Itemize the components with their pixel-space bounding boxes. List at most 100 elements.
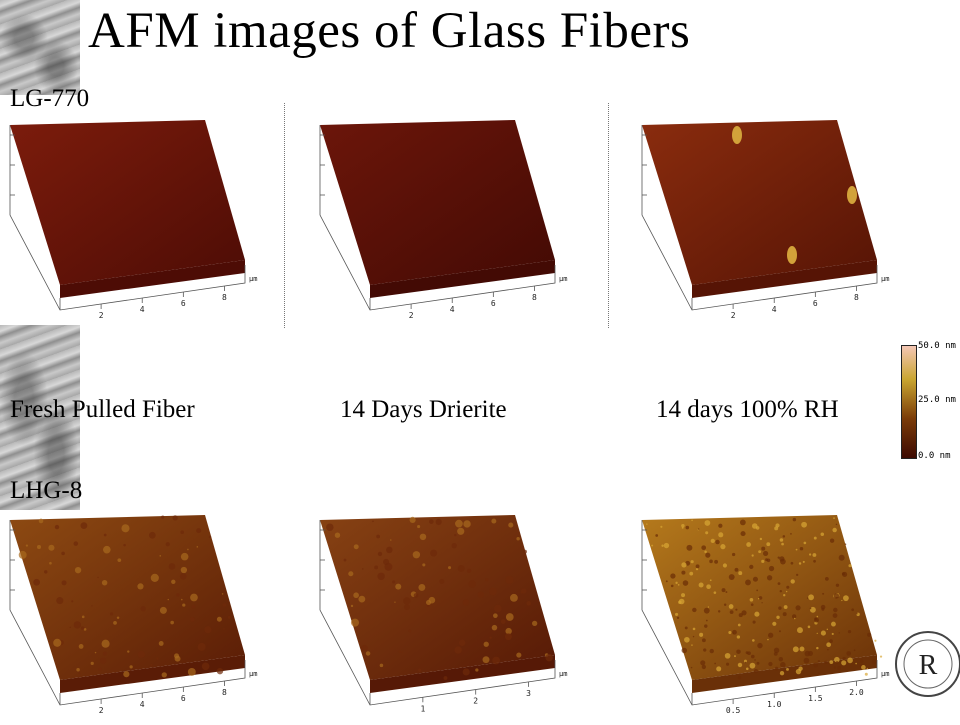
afm-surface-grain (466, 568, 472, 574)
afm-surface-grain (516, 536, 520, 541)
afm-surface-grain (835, 661, 839, 664)
afm-surface-grain (715, 539, 720, 545)
afm-surface-grain (684, 636, 690, 643)
afm-surface-peak (847, 186, 857, 204)
afm-surface-grain (48, 544, 55, 551)
afm-surface-grain (750, 603, 754, 607)
afm-surface-grain (655, 534, 659, 537)
afm-surface-grain (737, 675, 742, 680)
afm-surface-grain (521, 588, 527, 594)
afm-surface-grain (159, 555, 162, 557)
afm-surface-grain (477, 591, 484, 598)
afm-surface-grain (774, 666, 779, 671)
afm-surface-grain (116, 616, 120, 620)
afm-surface-grain (156, 657, 159, 660)
afm-surface (320, 120, 555, 285)
afm-surface-grain (773, 652, 778, 656)
afm-surface-grain (491, 518, 497, 524)
afm-surface-grain (817, 660, 821, 663)
afm-surface-grain (705, 619, 708, 622)
afm-surface-grain (848, 564, 852, 568)
afm-surface-grain (413, 593, 419, 598)
afm-image-lg770-rh: 2 4 6 8 μm (637, 105, 912, 320)
afm-surface-grain (778, 630, 781, 633)
afm-surface-grain (181, 598, 183, 601)
afm-surface-grain (847, 657, 853, 664)
afm-surface-grain (98, 667, 102, 671)
afm-surface-grain (216, 667, 224, 675)
afm-surface-grain (489, 587, 497, 596)
afm-surface-grain (768, 632, 774, 638)
afm-surface-grain (56, 597, 64, 605)
afm-side-wall (370, 655, 555, 693)
afm-surface-grain (795, 605, 801, 611)
afm-surface-grain (766, 558, 771, 563)
afm-surface-grain (701, 664, 707, 670)
afm-surface-grain (734, 655, 736, 658)
afm-surface-grain (103, 533, 107, 537)
afm-surface-grain (73, 621, 82, 629)
afm-side-wall (60, 655, 245, 693)
afm-surface-grain (745, 651, 749, 655)
afm-surface-grain (833, 666, 836, 669)
afm-surface-grain (752, 620, 756, 624)
afm-surface-grain (698, 582, 704, 588)
afm-surface-grain (526, 601, 531, 606)
afm-surface-grain (376, 534, 381, 539)
afm-surface-grain (798, 666, 803, 671)
afm-surface-grain (723, 603, 727, 606)
afm-surface-grain (463, 520, 471, 528)
afm-surface-grain (783, 594, 786, 597)
afm-surface-grain (779, 556, 785, 562)
afm-axis-unit: μm (249, 275, 257, 283)
afm-surface-grain (851, 608, 855, 612)
seal-letter: R (919, 650, 938, 681)
afm-surface-grain (809, 606, 816, 613)
afm-surface-grain (866, 667, 869, 670)
afm-surface-grain (379, 663, 384, 668)
afm-surface-grain (773, 647, 780, 654)
afm-surface-grain (843, 595, 849, 602)
afm-surface-grain (435, 518, 442, 526)
afm-surface-grain (728, 604, 734, 609)
afm-surface-grain (745, 579, 751, 586)
afm-surface-grain (816, 646, 819, 650)
afm-surface-grain (81, 615, 85, 619)
afm-surface-grain (781, 542, 784, 546)
afm-surface-grain (158, 641, 164, 646)
afm-surface-grain (689, 571, 694, 576)
afm-surface-grain (392, 580, 396, 584)
afm-surface-grain (395, 583, 402, 590)
afm-surface-grain (695, 567, 699, 571)
caption-14-days-drierite: 14 Days Drierite (340, 396, 507, 423)
afm-surface-grain (457, 564, 465, 572)
afm-surface-grain (699, 632, 704, 637)
afm-surface-grain (227, 615, 231, 619)
afm-surface-grain (802, 560, 805, 563)
afm-surface-grain (766, 575, 773, 581)
afm-surface-grain (758, 596, 763, 600)
afm-surface-grain (704, 624, 708, 628)
afm-surface-grain (500, 619, 506, 624)
afm-surface-grain (182, 603, 186, 607)
afm-surface-grain (660, 525, 663, 528)
afm-surface-grain (821, 607, 825, 611)
afm-image-lg770-drierite: 2 4 6 8 μm (315, 105, 590, 320)
afm-surface-grain (691, 519, 693, 522)
afm-surface-grain (137, 650, 145, 658)
afm-surface-grain (750, 654, 755, 659)
afm-surface-grain (180, 566, 188, 574)
afm-surface-grain (455, 519, 463, 528)
afm-surface-grain (700, 660, 706, 666)
afm-surface-grain (717, 610, 721, 613)
afm-surface-grain (485, 578, 489, 582)
afm-surface-grain (348, 571, 354, 577)
afm-x-tick-label: 2 (99, 706, 104, 715)
afm-surface-grain (833, 607, 838, 613)
afm-surface-grain (761, 602, 763, 604)
afm-surface-grain (686, 544, 693, 551)
afm-surface-grain (353, 592, 359, 599)
afm-surface-grain (90, 661, 94, 665)
afm-x-tick-label: 8 (222, 293, 227, 302)
afm-surface-grain (692, 627, 696, 631)
